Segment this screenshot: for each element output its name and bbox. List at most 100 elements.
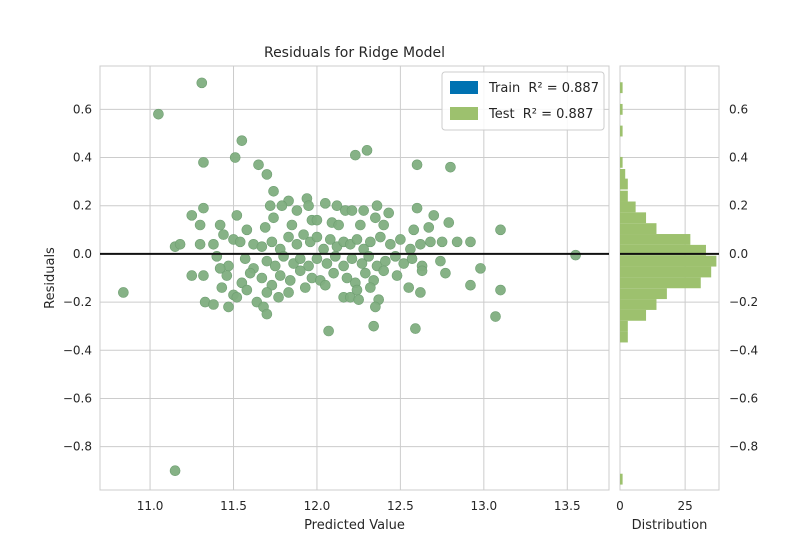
x-tick-label: 11.5 [220, 499, 247, 513]
residual-point [286, 219, 298, 231]
residual-point [266, 279, 278, 291]
x-tick-label: 12.5 [387, 499, 414, 513]
residual-point [169, 465, 181, 477]
distribution-bar [620, 212, 647, 224]
y-tick-label: −0.6 [63, 391, 92, 405]
residual-point [415, 238, 426, 250]
distribution-bar [620, 156, 623, 168]
residual-point [311, 231, 323, 243]
residual-point [256, 272, 268, 284]
residual-point [356, 258, 368, 269]
y-tick-label: 0.6 [73, 102, 92, 116]
residual-point [276, 200, 288, 212]
distribution-bar [620, 234, 691, 245]
residual-point [303, 260, 314, 272]
x-tick-label: 11.0 [137, 499, 164, 513]
residual-point [268, 185, 279, 197]
residual-point [395, 234, 406, 245]
legend: Train R² = 0.887 Test R² = 0.887 [441, 71, 605, 131]
residual-point [495, 224, 506, 236]
residual-point [291, 205, 303, 216]
residual-point [341, 272, 353, 284]
residual-points [118, 77, 581, 477]
residual-point [214, 219, 226, 231]
distribution-bar [620, 190, 628, 202]
residual-point [490, 311, 501, 322]
distribution-y-tick-label: 0.6 [729, 102, 748, 116]
residual-point [186, 270, 198, 281]
residual-point [264, 200, 276, 212]
residual-point [186, 210, 198, 221]
residual-point [411, 202, 423, 214]
distribution-bar [620, 309, 647, 321]
residual-point [363, 251, 374, 262]
y-tick-label: 0.4 [73, 151, 92, 165]
residual-point [319, 279, 331, 291]
residual-point [321, 258, 333, 269]
residual-point [330, 251, 341, 262]
distribution-bar [620, 266, 712, 278]
legend-train-r2: R² = 0.887 [528, 81, 599, 96]
residual-point [325, 234, 336, 245]
distribution-bar [620, 299, 657, 310]
residual-point [283, 287, 294, 298]
distribution-y-tick-label: −0.6 [729, 391, 758, 405]
distribution-bar [620, 223, 657, 235]
distribution-plot-area: 0 25 0.6 0.4 0.2 0.0 −0.2 −0.4 −0.6 −0.8 Distrib… [616, 65, 758, 533]
residual-point [390, 251, 401, 262]
x-tick-labels: 11.0 11.5 12.0 12.5 13.0 13.5 [137, 499, 581, 513]
residual-point [278, 251, 289, 262]
residual-point [274, 270, 286, 281]
residual-point [423, 222, 435, 233]
distribution-bar [620, 201, 636, 213]
residual-point [465, 279, 476, 291]
distribution-bar [620, 125, 623, 137]
residual-point [570, 249, 581, 261]
residual-point [370, 301, 381, 313]
residual-point [350, 149, 361, 161]
residual-point [236, 277, 248, 289]
residual-point [380, 255, 391, 267]
distribution-y-tick-label: 0.2 [729, 199, 748, 213]
residual-point [194, 219, 206, 231]
residual-point [465, 236, 476, 248]
distribution-bar [620, 168, 626, 180]
y-tick-label: −0.8 [63, 440, 92, 454]
distribution-bar [620, 103, 623, 115]
residual-point [239, 253, 251, 265]
residual-point [425, 236, 436, 248]
residual-point [365, 282, 376, 293]
residual-point [194, 238, 206, 250]
residual-point [196, 77, 208, 89]
residual-point [284, 275, 296, 286]
distribution-x-tick-labels: 0 25 [616, 499, 693, 513]
residual-point [298, 229, 309, 240]
residual-point [445, 161, 456, 173]
residual-point [283, 231, 294, 243]
distribution-x-tick-label: 25 [677, 499, 692, 513]
legend-swatch-train [450, 81, 478, 94]
legend-swatch-test [450, 107, 478, 120]
residual-point [221, 270, 233, 281]
residual-point [218, 229, 229, 240]
residual-point [231, 210, 243, 221]
legend-test-r2: R² = 0.887 [523, 107, 594, 122]
residual-point [355, 219, 366, 231]
distribution-bar [620, 473, 623, 485]
residual-point [261, 255, 273, 267]
residual-point [405, 243, 416, 255]
x-tick-label: 13.5 [554, 499, 581, 513]
residual-point [236, 135, 248, 146]
residual-point [198, 157, 209, 168]
residual-point [319, 198, 331, 209]
residual-point [311, 253, 323, 265]
residual-point [435, 255, 446, 267]
residual-point [403, 282, 415, 293]
residual-point [338, 260, 349, 272]
residual-point [443, 217, 455, 228]
residual-point [208, 238, 219, 250]
residual-point [174, 238, 186, 250]
residual-point [351, 234, 363, 245]
residual-point [358, 205, 369, 216]
residual-point [360, 267, 371, 279]
